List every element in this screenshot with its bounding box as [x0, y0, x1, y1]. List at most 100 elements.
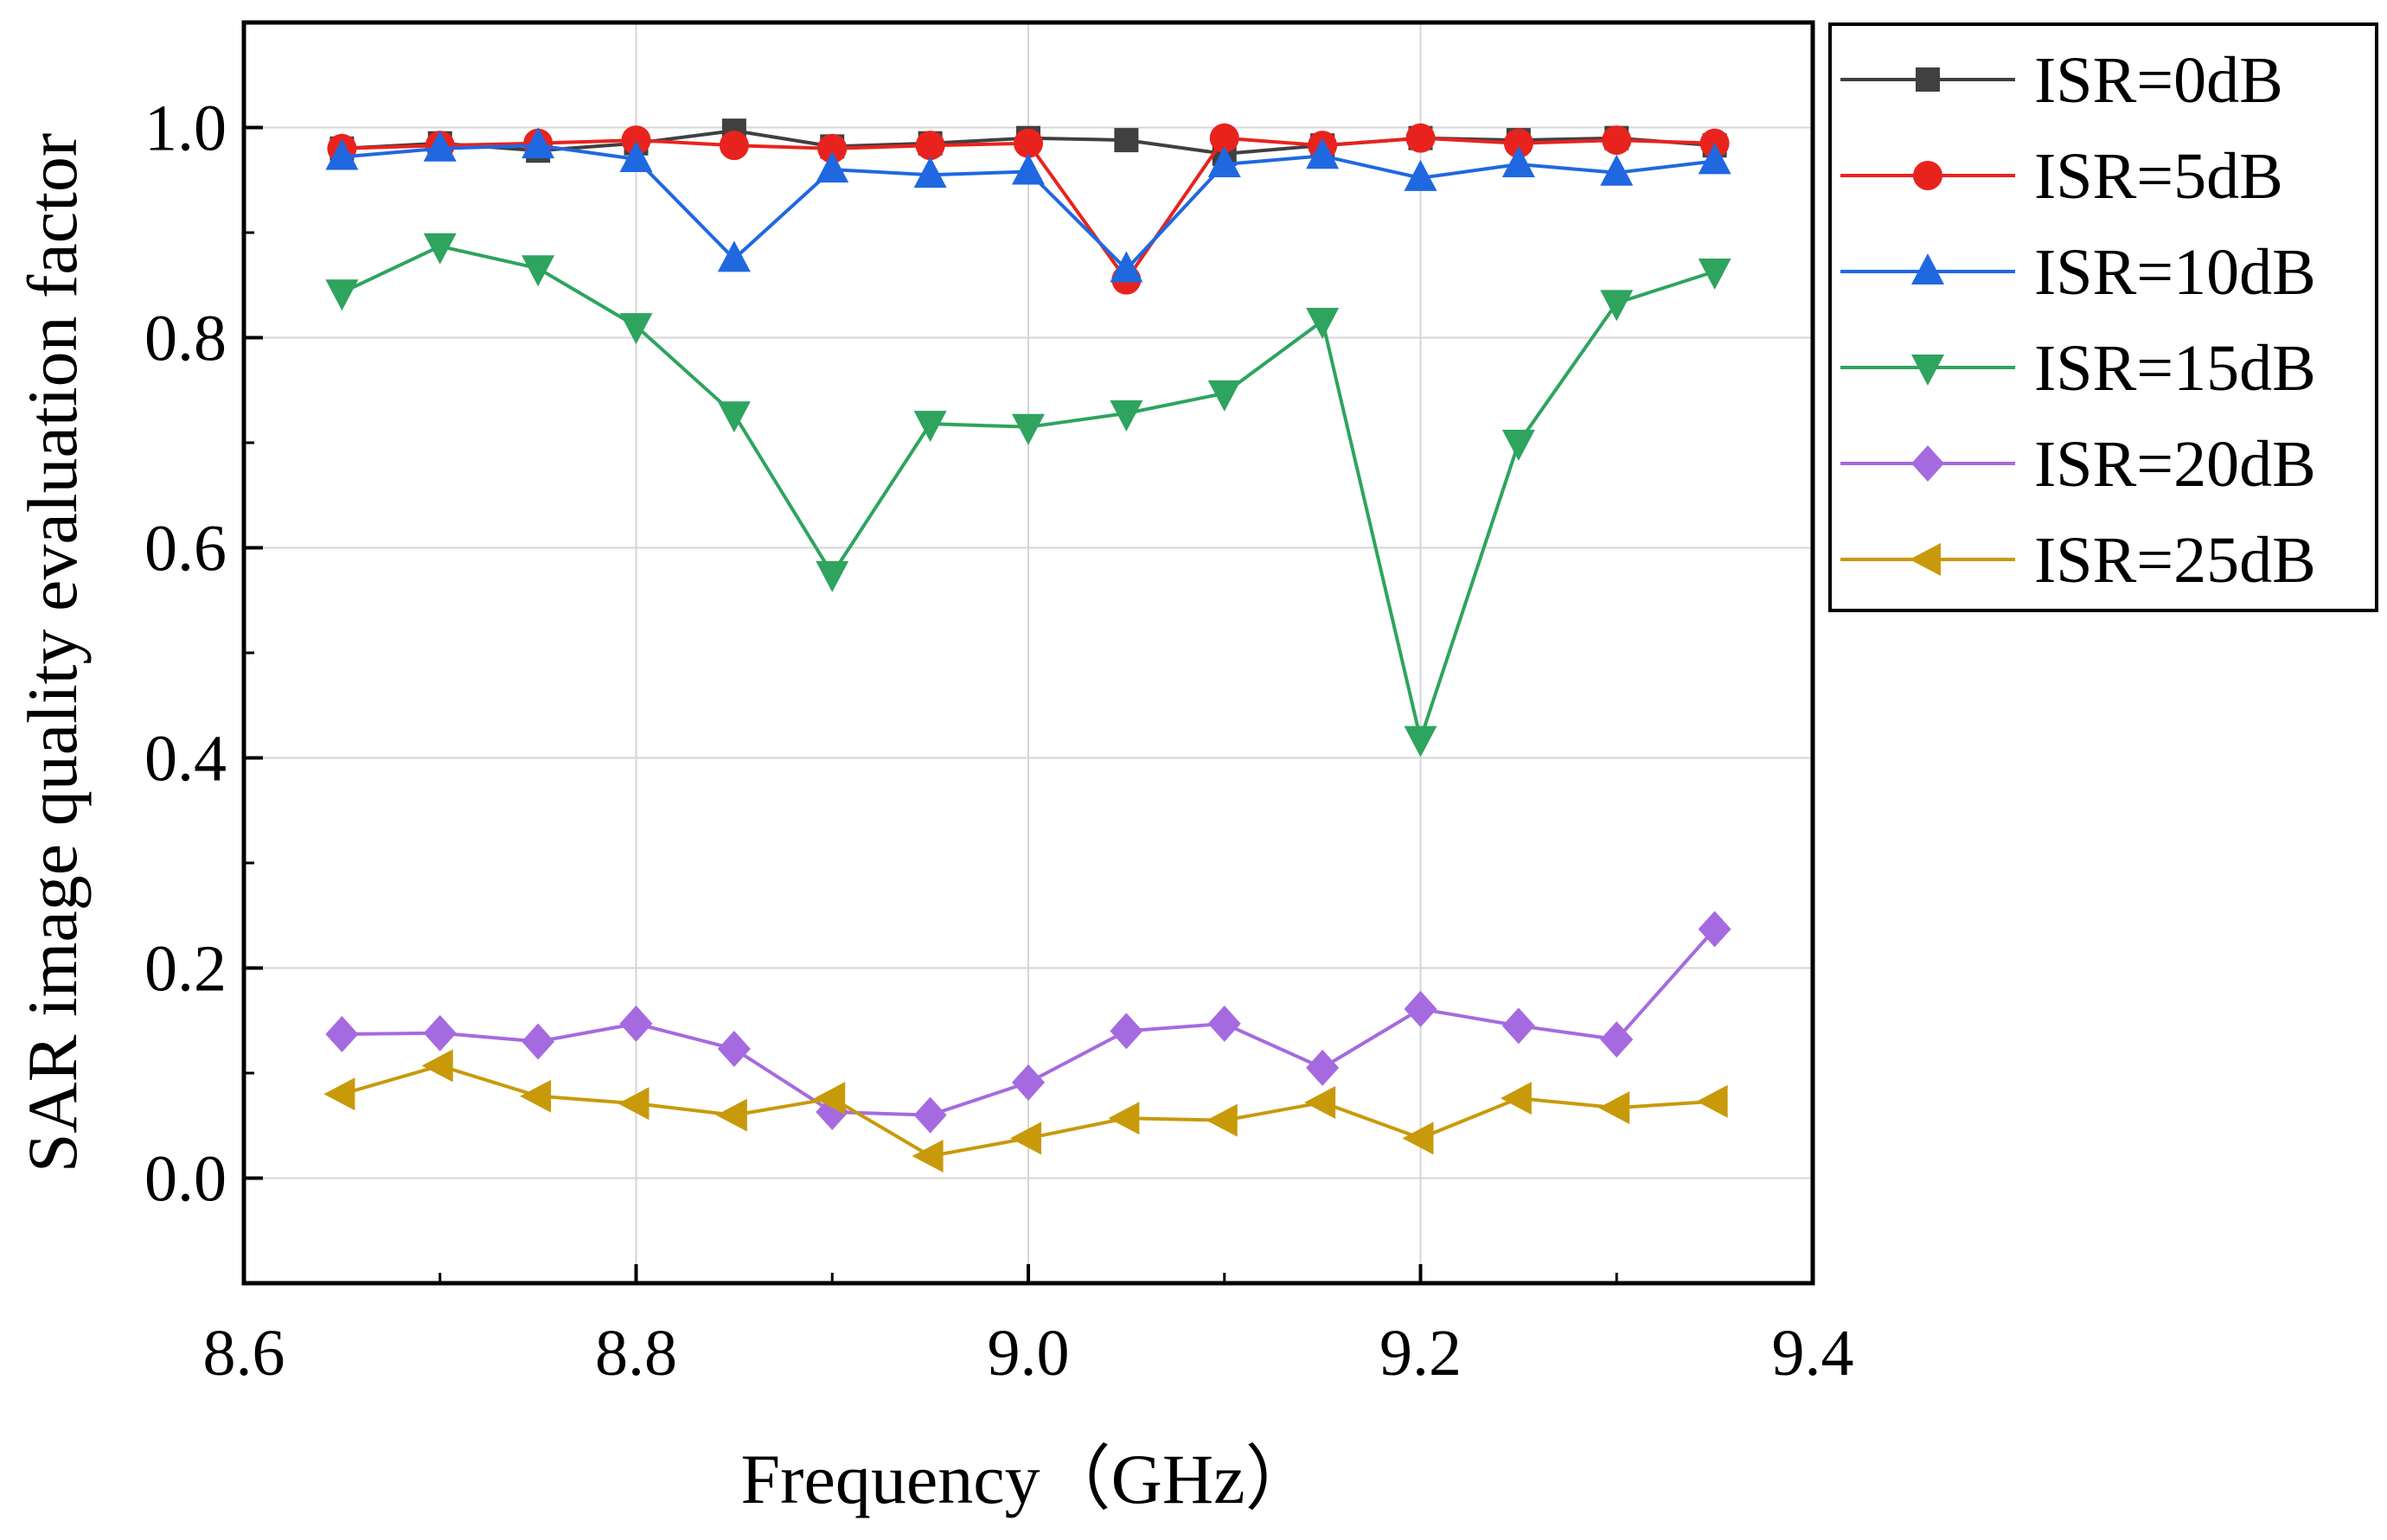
series-ISR=10dB — [325, 127, 1731, 283]
data-point — [1600, 1021, 1634, 1058]
y-axis: 0.0 0.2 0.4 0.6 0.8 1.0 — [144, 21, 263, 1285]
data-point — [1010, 1121, 1041, 1155]
data-point — [1306, 1049, 1340, 1086]
series-ISR=25dB — [323, 1049, 1728, 1173]
x-tick-label: 9.4 — [1772, 1317, 1854, 1390]
data-point — [1501, 146, 1535, 178]
data-point — [816, 151, 849, 183]
data-point — [1696, 1084, 1728, 1118]
data-point — [618, 1087, 650, 1121]
data-point — [1110, 1013, 1143, 1050]
legend-marker — [1911, 445, 1944, 482]
data-point — [1404, 725, 1437, 757]
legend-marker — [1911, 253, 1944, 284]
data-point — [1304, 1086, 1336, 1120]
legend-label: ISR=5dB — [2034, 140, 2283, 213]
legend-label: ISR=10dB — [2034, 236, 2316, 309]
data-point — [423, 130, 457, 162]
data-point — [1404, 990, 1437, 1027]
data-point — [1207, 380, 1241, 412]
data-point — [717, 240, 751, 272]
data-point — [1012, 413, 1045, 445]
x-axis-title: Frequency（GHz） — [741, 1440, 1316, 1518]
data-point — [325, 138, 359, 170]
data-point — [1501, 430, 1535, 461]
data-point — [1014, 128, 1043, 158]
data-point — [814, 1082, 846, 1115]
data-point — [619, 140, 653, 172]
data-point — [1698, 258, 1731, 290]
legend-marker — [1910, 543, 1941, 576]
data-point — [817, 133, 848, 163]
legend-item: ISR=0dB — [1840, 44, 2283, 117]
data-point — [1598, 1091, 1630, 1125]
y-tick-label: 0.8 — [144, 303, 227, 375]
legend-label: ISR=15dB — [2034, 332, 2316, 405]
legend-item: ISR=15dB — [1840, 332, 2316, 405]
legend-item: ISR=5dB — [1840, 140, 2283, 213]
y-tick-label: 0.2 — [144, 933, 227, 1006]
data-point — [1698, 911, 1731, 948]
data-point — [913, 157, 947, 189]
legend-frame — [1828, 22, 2378, 612]
data-point — [1108, 1102, 1140, 1135]
data-point — [522, 1023, 555, 1060]
legend-item: ISR=10dB — [1840, 236, 2316, 309]
data-point — [1110, 251, 1143, 283]
data-point — [1500, 1082, 1532, 1115]
plot-series — [323, 118, 1731, 1173]
legend-marker — [1913, 161, 1942, 190]
series-ISR=15dB — [325, 233, 1731, 757]
data-point — [325, 1016, 359, 1053]
data-point — [423, 233, 457, 265]
data-point — [1402, 1121, 1434, 1155]
y-tick-label: 0.0 — [144, 1143, 227, 1216]
legend-label: ISR=25dB — [2034, 524, 2316, 597]
data-point — [1306, 308, 1340, 340]
legend-marker — [1911, 355, 1944, 386]
y-axis-title: SAR image quality evaluation factor — [13, 133, 92, 1173]
y-tick-label: 0.6 — [144, 513, 227, 585]
data-point — [621, 125, 651, 156]
data-point — [1404, 159, 1437, 191]
y-tick-label: 1.0 — [144, 93, 227, 165]
data-point — [1600, 154, 1634, 186]
legend: ISR=0dB ISR=5dB ISR=10dB ISR=15dB ISR=20dB IS… — [1828, 22, 2378, 612]
data-point — [719, 131, 749, 161]
x-tick-label: 9.2 — [1379, 1317, 1462, 1390]
data-point — [913, 411, 947, 443]
data-point — [1698, 143, 1731, 175]
legend-item: ISR=25dB — [1840, 524, 2316, 597]
data-point — [423, 1014, 457, 1051]
data-point — [717, 1031, 751, 1068]
data-point — [1600, 290, 1634, 322]
data-point — [325, 279, 359, 311]
data-point — [1110, 399, 1143, 431]
data-point — [1503, 128, 1533, 158]
data-point — [913, 1096, 947, 1134]
data-point — [522, 255, 555, 287]
legend-marker — [1916, 67, 1940, 92]
data-point — [520, 1079, 552, 1113]
data-point — [1114, 128, 1139, 153]
data-point — [522, 127, 555, 159]
data-point — [912, 1139, 944, 1173]
y-tick-label: 0.4 — [144, 723, 227, 796]
data-point — [323, 1077, 355, 1111]
data-point — [1207, 146, 1241, 178]
data-point — [619, 313, 653, 345]
data-point — [1306, 137, 1340, 169]
data-point — [715, 1098, 747, 1132]
data-point — [421, 1049, 453, 1083]
legend-label: ISR=0dB — [2034, 44, 2283, 117]
data-point — [1012, 1064, 1045, 1101]
data-point — [1209, 123, 1239, 153]
data-point — [1602, 125, 1632, 156]
x-tick-label: 9.0 — [988, 1317, 1070, 1390]
legend-item: ISR=20dB — [1840, 428, 2316, 501]
legend-label: ISR=20dB — [2034, 428, 2316, 501]
data-point — [1207, 1005, 1241, 1042]
data-point — [619, 1005, 653, 1042]
